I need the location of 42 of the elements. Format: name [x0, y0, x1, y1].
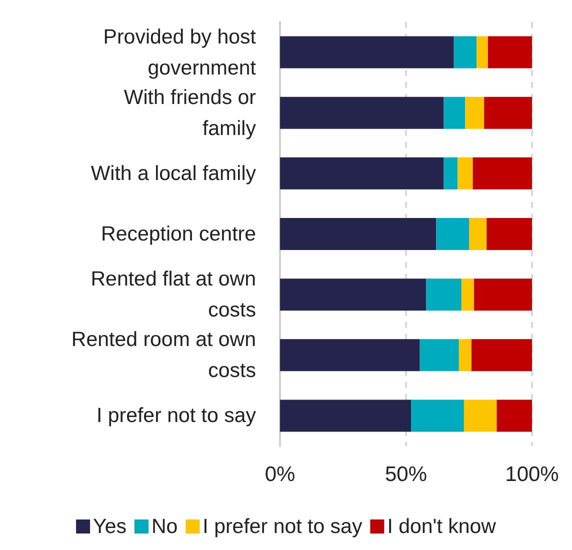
bar — [426, 278, 462, 311]
bar — [280, 278, 426, 311]
bar — [484, 96, 532, 129]
bar — [444, 96, 466, 129]
bar — [280, 36, 454, 68]
y-tick-label: With a local family — [90, 162, 257, 185]
bar — [472, 157, 532, 190]
bar — [458, 339, 472, 372]
y-tick-label: Rented room at own costs — [71, 328, 256, 382]
bar — [474, 278, 532, 311]
bar — [454, 36, 477, 68]
bar — [464, 400, 497, 432]
bar — [476, 36, 488, 68]
bar — [411, 400, 464, 432]
y-tick-label: Provided by host government — [103, 25, 256, 80]
bar — [436, 218, 469, 250]
bar — [444, 157, 458, 190]
bar — [472, 339, 532, 372]
y-tick-label: I prefer not to say — [96, 404, 257, 428]
x-tick-label: 100% — [505, 463, 559, 486]
bar — [469, 218, 487, 250]
y-tick-label: Reception centre — [101, 222, 256, 246]
bar — [465, 96, 484, 129]
y-tick-label: Rented flat at own costs — [90, 268, 256, 322]
bar — [280, 400, 412, 432]
legend-label: I don't know — [387, 515, 496, 538]
bar — [458, 157, 473, 190]
bar — [280, 96, 444, 129]
bar — [280, 157, 444, 190]
y-tick-label: With friends or family — [124, 86, 257, 140]
legend-label: Yes — [93, 515, 126, 538]
legend-label: I prefer not to say — [202, 515, 363, 538]
x-tick-label: 50% — [384, 463, 428, 486]
legend-label: No — [151, 515, 178, 538]
bar — [420, 339, 459, 372]
x-tick-label: 0% — [264, 463, 296, 486]
bar — [280, 339, 420, 372]
bar — [488, 36, 532, 68]
bar — [461, 278, 474, 311]
bar — [496, 400, 532, 432]
bar — [486, 218, 532, 250]
bar — [280, 218, 436, 250]
